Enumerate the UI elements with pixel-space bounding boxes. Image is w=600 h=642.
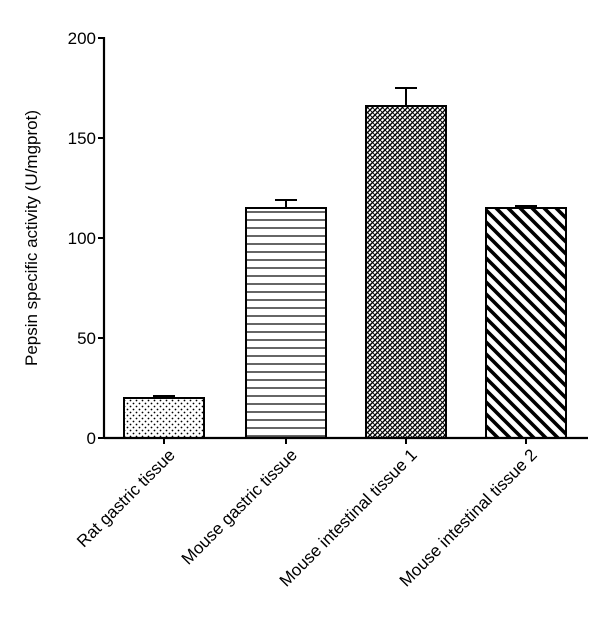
bars bbox=[123, 87, 567, 439]
y-tick-label: 150 bbox=[68, 129, 96, 148]
bar bbox=[485, 207, 567, 439]
x-tick-label: Mouse gastric tissue bbox=[178, 445, 301, 568]
y-tick-label: 100 bbox=[68, 229, 96, 248]
y-tick-label: 50 bbox=[77, 329, 96, 348]
x-tick-label: Mouse intestinal tissue 2 bbox=[396, 445, 541, 590]
y-axis-title: Pepsin specific activity (U/mgprot) bbox=[22, 110, 41, 366]
bar bbox=[123, 397, 205, 439]
y-tick-label: 0 bbox=[87, 429, 96, 448]
y-tick-label: 200 bbox=[68, 29, 96, 48]
y-axis-ticks: 0 50 100 150 200 bbox=[68, 29, 104, 448]
bar bbox=[245, 207, 327, 439]
x-tick-label: Rat gastric tissue bbox=[73, 445, 179, 551]
bar bbox=[365, 105, 447, 439]
x-tick-label: Mouse intestinal tissue 1 bbox=[276, 445, 421, 590]
